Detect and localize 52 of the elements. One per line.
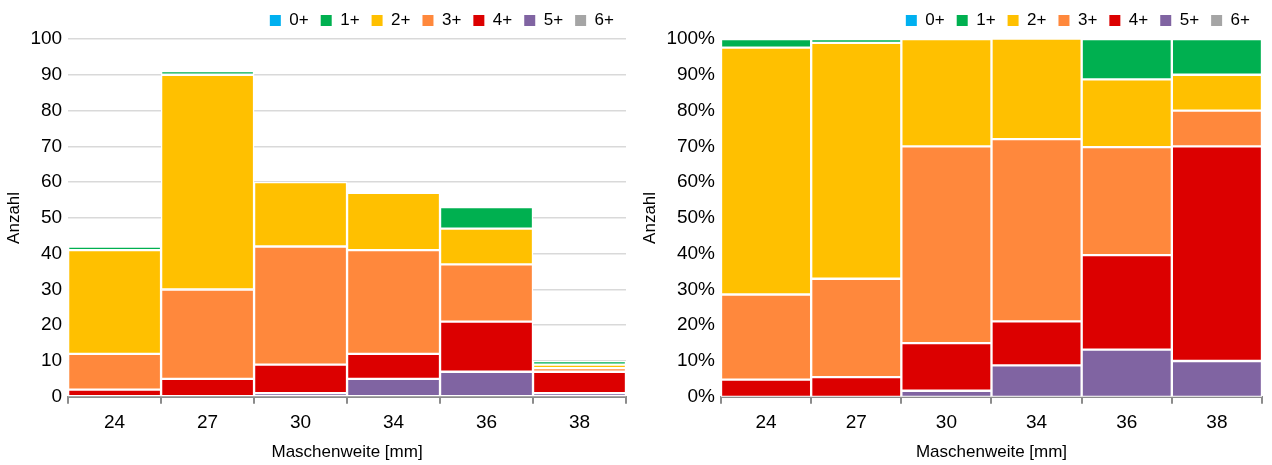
legend-label: 0+ bbox=[289, 10, 309, 30]
y-tick-label: 20 bbox=[40, 313, 63, 335]
x-tick-label: 36 bbox=[1116, 411, 1138, 433]
y-tick-label: 90 bbox=[40, 63, 63, 85]
y-tick-label: 90% bbox=[676, 63, 716, 85]
y-tick-label: 100% bbox=[666, 27, 716, 49]
legend-label: 4+ bbox=[492, 10, 513, 30]
y-tick-label: 10 bbox=[40, 349, 63, 371]
y-tick-label: 60 bbox=[40, 170, 63, 192]
y-tick-label: 40% bbox=[676, 241, 716, 263]
y-tick-label: 80% bbox=[676, 98, 716, 120]
legend-label: 6+ bbox=[1230, 10, 1251, 30]
y-tick-label: 70% bbox=[676, 134, 716, 156]
y-axis-title: Anzahl bbox=[639, 191, 659, 244]
x-tick-label: 38 bbox=[568, 411, 591, 433]
x-tick-label: 34 bbox=[382, 411, 405, 433]
legend-label: 6+ bbox=[594, 10, 615, 30]
x-tick-label: 24 bbox=[755, 411, 778, 433]
x-tick-label: 27 bbox=[197, 411, 219, 433]
y-tick-label: 30 bbox=[40, 277, 63, 299]
x-tick-label: 30 bbox=[935, 411, 957, 433]
x-axis-title: Maschenweite [mm] bbox=[915, 442, 1068, 462]
y-tick-label: 40 bbox=[40, 241, 63, 263]
x-tick-label: 27 bbox=[845, 411, 867, 433]
x-tick-label: 24 bbox=[104, 411, 126, 433]
y-tick-label: 30% bbox=[676, 277, 716, 299]
legend-label: 4+ bbox=[1128, 10, 1149, 30]
x-axis-title: Maschenweite [mm] bbox=[271, 442, 423, 462]
y-tick-label: 60% bbox=[676, 170, 716, 192]
y-tick-label: 80 bbox=[40, 98, 63, 120]
x-tick-label: 30 bbox=[289, 411, 312, 433]
legend-label: 5+ bbox=[1179, 10, 1200, 30]
legend-label: 1+ bbox=[976, 10, 996, 30]
legend-label: 2+ bbox=[391, 10, 411, 30]
y-tick-label: 20% bbox=[676, 313, 716, 335]
y-tick-label: 10% bbox=[676, 349, 716, 371]
x-tick-label: 34 bbox=[1026, 411, 1048, 433]
y-tick-label: 0% bbox=[687, 385, 716, 407]
y-tick-label: 0 bbox=[51, 385, 63, 407]
y-tick-label: 50% bbox=[676, 206, 716, 228]
legend-label: 2+ bbox=[1027, 10, 1047, 30]
legend-label: 3+ bbox=[441, 10, 462, 30]
legend-label: 5+ bbox=[543, 10, 564, 30]
x-tick-label: 38 bbox=[1206, 411, 1228, 433]
x-tick-label: 36 bbox=[475, 411, 498, 433]
y-tick-label: 70 bbox=[40, 134, 63, 156]
y-tick-label: 100 bbox=[30, 27, 63, 49]
legend-label: 3+ bbox=[1077, 10, 1098, 30]
y-tick-label: 50 bbox=[40, 206, 63, 228]
legend-label: 1+ bbox=[340, 10, 360, 30]
y-axis-title: Anzahl bbox=[3, 191, 23, 244]
legend-label: 0+ bbox=[925, 10, 945, 30]
